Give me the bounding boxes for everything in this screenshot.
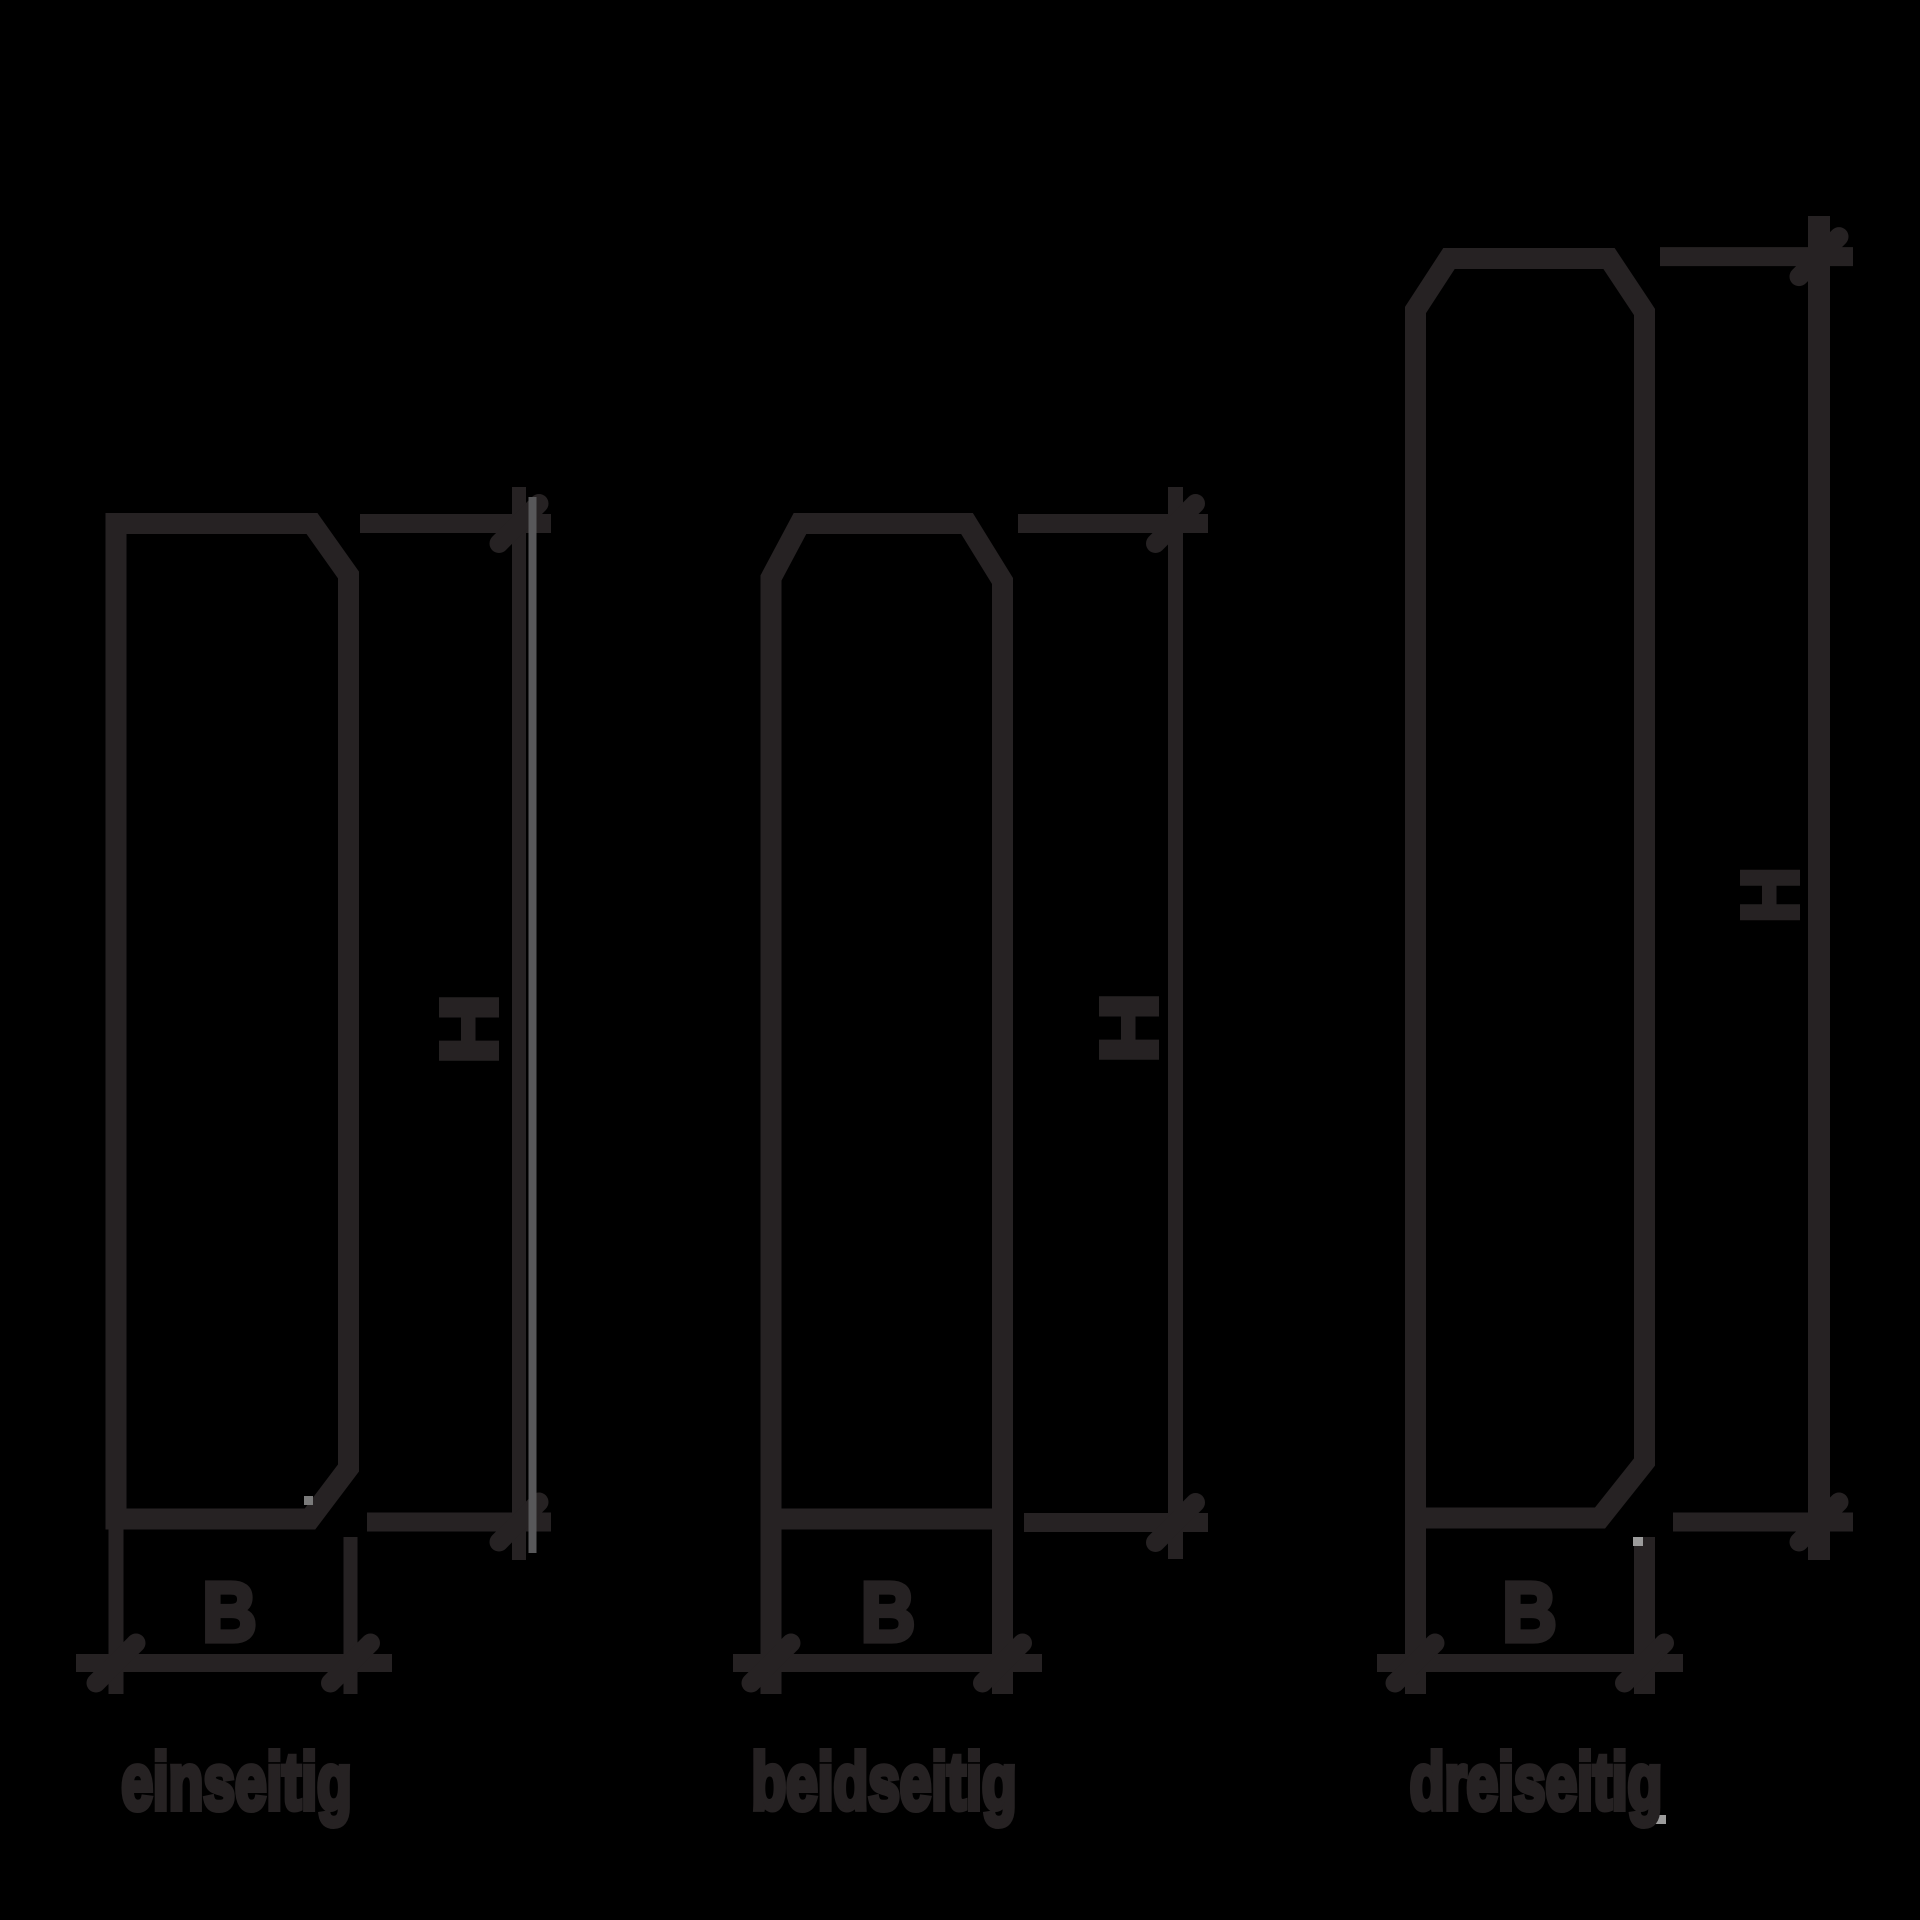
svg-text:B: B [202, 1565, 256, 1659]
svg-text:B: B [861, 1565, 915, 1659]
svg-text:H: H [1725, 867, 1814, 923]
svg-text:einseitig: einseitig [121, 1736, 351, 1826]
svg-text:beidseitig: beidseitig [751, 1736, 1016, 1826]
svg-text:H: H [1084, 993, 1174, 1063]
svg-text:H: H [424, 994, 514, 1064]
svg-text:dreiseitig: dreiseitig [1410, 1736, 1662, 1826]
svg-text:B: B [1502, 1565, 1556, 1659]
